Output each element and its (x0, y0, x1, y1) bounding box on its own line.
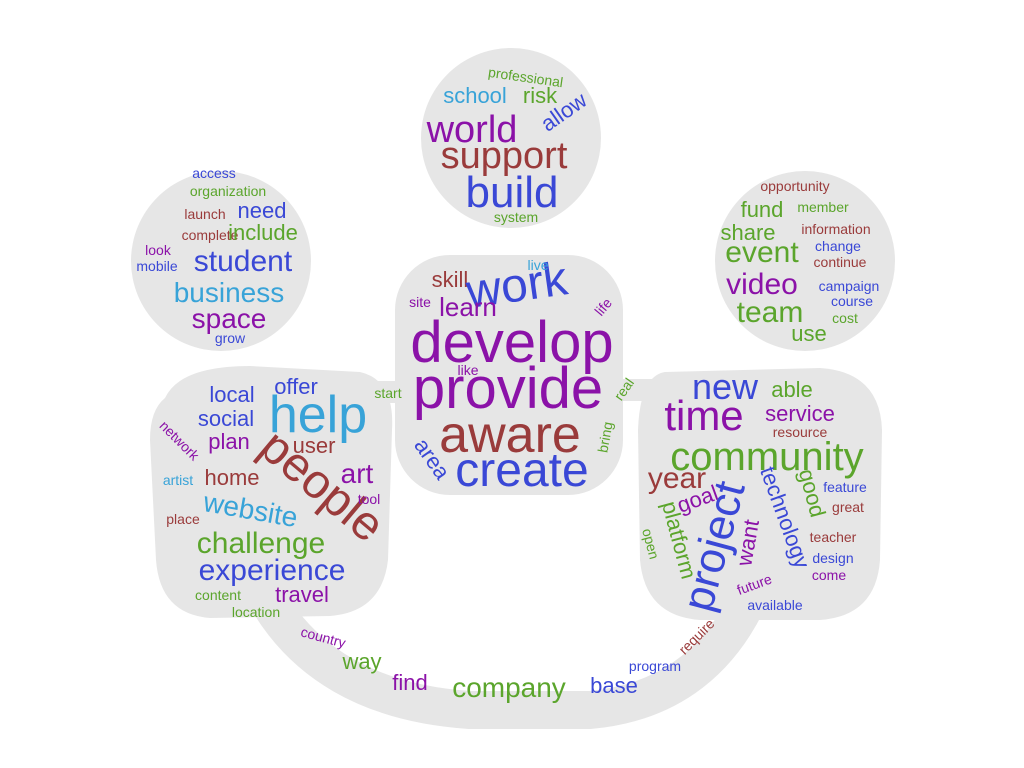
cloud-word-teacher: teacher (810, 529, 857, 545)
cloud-word-design: design (812, 550, 853, 566)
cloud-word-use: use (791, 321, 826, 346)
cloud-word-plan: plan (208, 429, 250, 454)
cloud-word-include: include (228, 220, 298, 245)
left-circle (131, 171, 311, 351)
cloud-word-student: student (194, 245, 293, 278)
cloud-word-challenge: challenge (197, 527, 325, 560)
cloud-word-base: base (590, 673, 638, 698)
cloud-word-home: home (204, 465, 259, 490)
cloud-word-time: time (664, 392, 743, 439)
cloud-word-campaign: campaign (819, 278, 880, 294)
cloud-word-social: social (198, 406, 254, 431)
cloud-word-learn: learn (439, 292, 497, 322)
cloud-word-aware: aware (439, 406, 581, 464)
cloud-word-skill: skill (432, 267, 469, 292)
cloud-word-new: new (692, 366, 759, 407)
cloud-word-course: course (831, 293, 873, 309)
cloud-word-event: event (725, 236, 799, 269)
cloud-word-find: find (392, 670, 427, 695)
cloud-word-artist: artist (163, 472, 193, 488)
cloud-word-art: art (341, 458, 374, 489)
cloud-word-help: help (269, 386, 367, 444)
cloud-word-way: way (341, 649, 381, 674)
left-lobe (150, 366, 393, 618)
cloud-word-available: available (747, 597, 802, 613)
cloud-word-information: information (801, 221, 870, 237)
cloud-word-create: create (455, 444, 588, 497)
cloud-word-team: team (737, 296, 804, 329)
cloud-background-shapes (131, 48, 895, 729)
cloud-word-opportunity: opportunity (760, 178, 829, 194)
cloud-word-company: company (452, 672, 566, 703)
right-lobe (638, 368, 882, 620)
cloud-word-start: start (374, 385, 401, 401)
cloud-word-local: local (209, 382, 254, 407)
cloud-word-complete: complete (182, 227, 239, 243)
cloud-word-fund: fund (741, 197, 784, 222)
cloud-word-provide: provide (413, 356, 603, 421)
cloud-word-school: school (443, 83, 507, 108)
cloud-word-able: able (771, 377, 813, 402)
cloud-word-experience: experience (199, 554, 346, 587)
cloud-word-feature: feature (823, 479, 867, 495)
cloud-word-mobile: mobile (136, 258, 177, 274)
cloud-word-open: open (639, 527, 663, 561)
cloud-word-location: location (232, 604, 280, 620)
cloud-word-member: member (797, 199, 849, 215)
bottom-arc (243, 571, 767, 729)
cloud-word-year: year (648, 462, 706, 495)
cloud-word-support: support (441, 135, 568, 177)
cloud-word-like: like (457, 362, 478, 378)
cloud-word-launch: launch (184, 206, 225, 222)
cloud-word-tool: tool (358, 491, 381, 507)
cloud-word-business: business (174, 277, 285, 308)
cloud-word-content: content (195, 587, 241, 603)
cloud-word-offer: offer (274, 374, 318, 399)
cloud-word-system: system (494, 209, 538, 225)
cloud-word-develop: develop (410, 310, 613, 375)
cloud-word-world: world (426, 109, 518, 151)
cloud-word-change: change (815, 238, 861, 254)
cloud-word-great: great (832, 499, 864, 515)
cloud-word-build: build (466, 168, 559, 217)
cloud-word-organization: organization (190, 183, 266, 199)
cloud-word-come: come (812, 567, 846, 583)
right-circle (715, 171, 895, 351)
cloud-word-travel: travel (275, 582, 329, 607)
center-rounded-square (395, 255, 623, 495)
cloud-word-service: service (765, 401, 835, 426)
cloud-word-bring: bring (594, 420, 615, 453)
cloud-word-cost: cost (832, 310, 858, 326)
cloud-word-continue: continue (814, 254, 867, 270)
cloud-word-look: look (145, 242, 172, 258)
cloud-word-community: community (670, 435, 863, 479)
cloud-word-live: live (527, 257, 548, 273)
cloud-word-program: program (629, 658, 681, 674)
cloud-word-share: share (720, 220, 775, 245)
cloud-word-video: video (726, 268, 798, 301)
cloud-word-access: access (192, 165, 236, 181)
cloud-word-resource: resource (773, 424, 828, 440)
cloud-word-grow: grow (215, 330, 246, 346)
top-circle (421, 48, 601, 228)
cloud-word-site: site (409, 294, 431, 310)
cloud-word-risk: risk (523, 83, 558, 108)
cloud-word-space: space (192, 303, 267, 334)
cloud-word-user: user (293, 433, 336, 458)
cloud-word-need: need (238, 198, 287, 223)
cloud-word-place: place (166, 511, 200, 527)
